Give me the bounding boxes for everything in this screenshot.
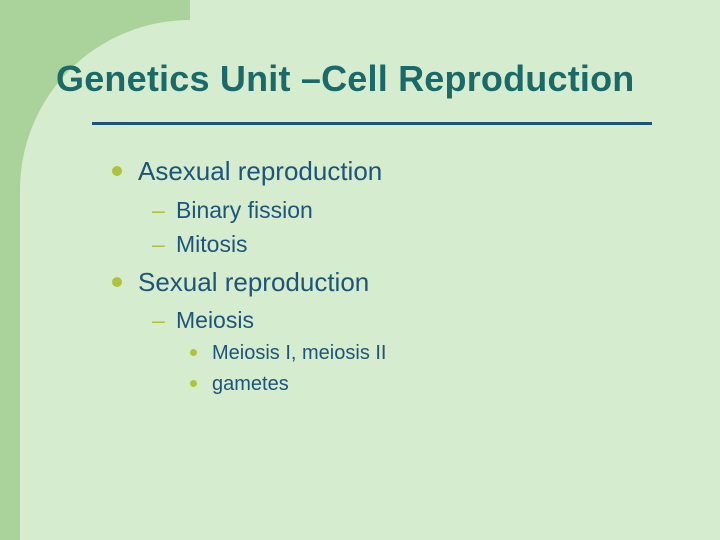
slide-title: Genetics Unit –Cell Reproduction [56,58,680,100]
list-item: gametes [190,369,680,400]
list-item: Meiosis Meiosis I, meiosis II gametes [152,303,680,400]
list-item: Asexual reproduction Binary fission Mito… [112,153,680,262]
list-item-label: Sexual reproduction [138,267,369,297]
slide-content: Genetics Unit –Cell Reproduction Asexual… [0,0,720,400]
list-item-label: Meiosis [176,307,254,333]
list-item-label: Asexual reproduction [138,156,382,186]
list-item: Meiosis I, meiosis II [190,338,680,369]
list-item-label: Binary fission [176,197,313,223]
content-list: Asexual reproduction Binary fission Mito… [112,153,680,400]
list-item-label: Meiosis I, meiosis II [212,342,386,364]
list-item: Sexual reproduction Meiosis Meiosis I, m… [112,264,680,400]
list-item: Mitosis [152,227,680,262]
list-item-label: gametes [212,373,289,395]
slide: Genetics Unit –Cell Reproduction Asexual… [0,0,720,540]
list-item: Binary fission [152,193,680,228]
list-item-label: Mitosis [176,231,248,257]
title-underline [92,122,652,125]
